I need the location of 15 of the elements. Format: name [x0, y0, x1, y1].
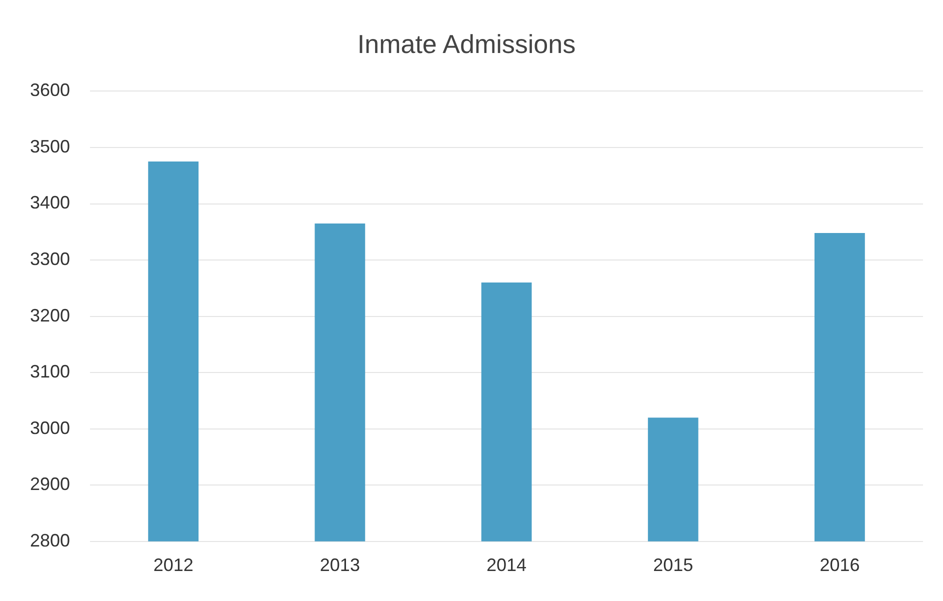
y-tick-label: 3100 [30, 362, 70, 382]
x-tick-label: 2012 [153, 555, 194, 576]
y-tick-label: 3400 [30, 192, 70, 213]
chart-title: Inmate Admissions [357, 28, 576, 59]
y-tick-label: 2900 [30, 474, 70, 494]
y-tick-label: 2800 [30, 530, 70, 550]
x-tick-label: 2014 [486, 555, 527, 576]
x-tick-label: 2015 [653, 555, 694, 576]
y-tick-label: 3500 [30, 136, 70, 156]
x-tick-label: 2013 [320, 555, 360, 576]
y-tick-label: 3200 [30, 305, 70, 326]
y-tick-label: 3300 [30, 248, 70, 269]
y-tick-label: 3000 [30, 418, 70, 438]
y-tick-label: 3600 [30, 80, 70, 100]
x-tick-label: 2016 [820, 555, 860, 576]
